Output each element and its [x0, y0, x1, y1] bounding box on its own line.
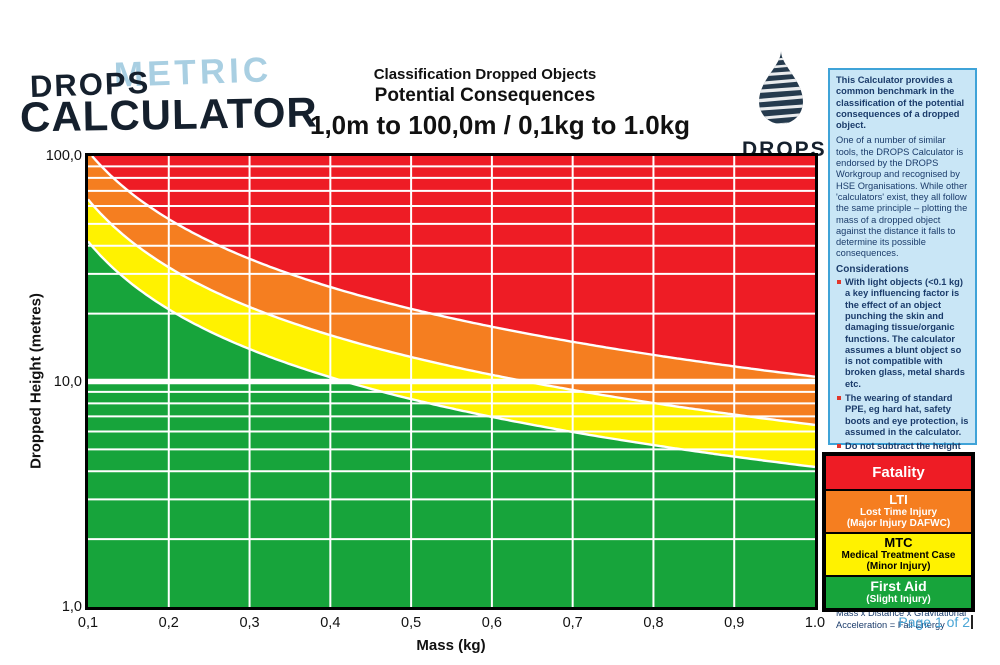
consequence-boundary-curve — [91, 156, 815, 378]
consequence-legend: Fatality LTI Lost Time Injury (Major Inj… — [822, 452, 975, 612]
info-intro-bold: This Calculator provides a common benchm… — [836, 75, 965, 131]
y-tick-label: 10,0 — [53, 373, 82, 390]
x-tick-label: 0,6 — [481, 615, 502, 631]
legend-sublabel: (Minor Injury) — [866, 561, 931, 572]
drops-metric-calculator-logo: METRIC DROPS CALCULATOR — [18, 50, 319, 148]
brand-calculator-text: CALCULATOR — [19, 88, 319, 141]
x-tick-label: 0,3 — [239, 615, 260, 631]
y-axis-title: Dropped Height (metres) — [27, 293, 45, 469]
legend-item-mtc: MTC Medical Treatment Case (Minor Injury… — [826, 534, 971, 575]
info-intro: One of a number of similar tools, the DR… — [836, 135, 968, 259]
legend-label: LTI — [889, 492, 908, 507]
consideration-text: With light objects (<0.1 kg) a key influ… — [845, 277, 965, 389]
consideration-text: The wearing of standard PPE, eg hard hat… — [845, 393, 969, 437]
legend-sublabel: (Major Injury DAFWC) — [846, 518, 951, 529]
y-tick-label: 100,0 — [45, 148, 82, 164]
legend-sublabel: Lost Time Injury — [859, 507, 938, 518]
text-cursor — [971, 615, 973, 629]
consequence-chart — [88, 156, 815, 607]
legend-item-lti: LTI Lost Time Injury (Major Injury DAFWC… — [826, 491, 971, 532]
consideration-item: With light objects (<0.1 kg) a key influ… — [836, 277, 969, 390]
title-line-1: Classification Dropped Objects — [373, 66, 597, 83]
page-number: Page 1 of 2 — [855, 614, 973, 630]
x-tick-label: 0,7 — [562, 615, 583, 631]
consequence-boundary-curve — [88, 240, 815, 469]
calculator-info-panel: This Calculator provides a common benchm… — [828, 68, 977, 630]
bullet-icon — [837, 396, 841, 401]
x-tick-label: 0,8 — [643, 615, 664, 631]
legend-label: Fatality — [872, 464, 925, 481]
x-tick-label: 0,5 — [401, 615, 422, 631]
fall-energy-formula: Mass x Distance x Gravitational Accelera… — [836, 608, 967, 630]
bullet-icon — [837, 444, 841, 449]
considerations-heading: Considerations — [836, 263, 909, 275]
x-tick-label: 1.0 — [804, 615, 826, 631]
legend-item-fatality: Fatality — [826, 456, 971, 489]
page-title: Classification Dropped Objects Potential… — [310, 66, 691, 141]
droplet-icon — [759, 51, 803, 124]
legend-item-first-aid: First Aid (Slight Injury) — [826, 577, 971, 608]
y-tick-label: 1,0 — [61, 599, 82, 615]
legend-label: First Aid — [870, 578, 927, 594]
title-line-2: Potential Consequences — [374, 85, 596, 106]
x-tick-label: 0,4 — [320, 615, 341, 631]
legend-sublabel: (Slight Injury) — [866, 594, 931, 605]
consequence-chart-plot-area — [85, 153, 818, 610]
x-tick-label: 0,2 — [158, 615, 179, 631]
x-tick-label: 0,1 — [77, 615, 99, 631]
bullet-icon — [837, 280, 841, 285]
page-number-text: Page 1 of 2 — [898, 614, 970, 630]
consideration-item: The wearing of standard PPE, eg hard hat… — [836, 393, 969, 438]
consequence-boundary-curve — [88, 198, 815, 427]
x-axis-title: Mass (kg) — [416, 637, 486, 654]
legend-sublabel: Medical Treatment Case — [841, 550, 956, 561]
chart-region-first — [88, 241, 815, 607]
legend-label: MTC — [884, 535, 913, 550]
x-tick-label: 0,9 — [724, 615, 745, 631]
title-line-3: 1,0m to 100,0m / 0,1kg to 1.0kg — [310, 110, 691, 140]
